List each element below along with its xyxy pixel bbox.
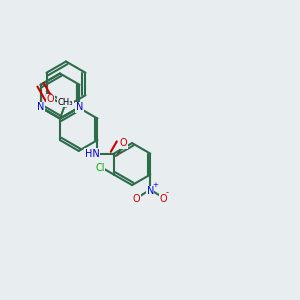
Text: Cl: Cl [95,163,105,173]
Text: HN: HN [85,148,99,159]
Text: +: + [152,182,158,188]
Text: N: N [76,102,83,112]
Text: -: - [166,189,169,198]
Text: O: O [160,194,168,205]
Text: CH₃: CH₃ [58,98,73,107]
Text: O: O [120,138,127,148]
Text: O: O [133,194,141,205]
Text: N: N [37,102,44,112]
Text: O: O [46,94,54,104]
Text: N: N [147,186,154,196]
